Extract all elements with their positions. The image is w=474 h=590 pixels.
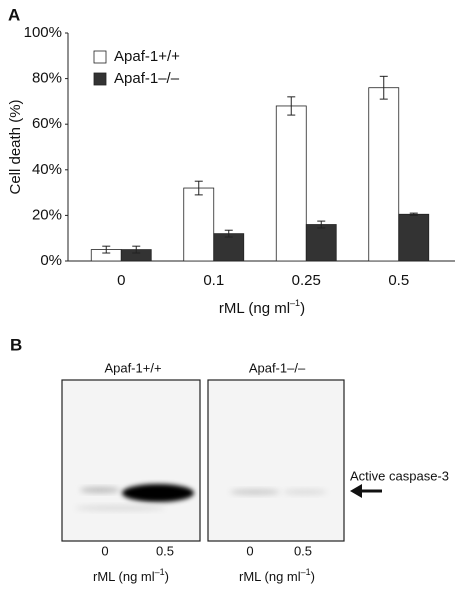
error-bar	[379, 75, 388, 100]
blot-band	[80, 487, 120, 493]
error-bar	[409, 212, 418, 216]
bar	[275, 105, 307, 262]
panel-label: A	[8, 5, 20, 24]
x-tick-label: 0	[117, 272, 125, 289]
blot-frame	[207, 379, 345, 542]
x-axis-label: rML (ng ml–1)	[219, 298, 305, 317]
y-tick-label: 40%	[32, 161, 62, 178]
x-tick-label: 0.25	[292, 272, 321, 289]
y-tick-label: 100%	[24, 24, 62, 41]
y-tick-label: 60%	[32, 115, 62, 132]
arrow-head	[350, 484, 362, 498]
lane-label: 0	[246, 543, 253, 558]
lane-label: 0.5	[156, 543, 174, 558]
bar	[398, 213, 430, 262]
error-bar	[287, 96, 296, 116]
blot-x-label-text: rML (ng ml	[93, 569, 155, 584]
error-bar	[102, 245, 111, 254]
panel-label: B	[10, 335, 22, 354]
legend-label: Apaf-1–/–	[114, 70, 180, 87]
x-tick-label: 0.1	[203, 272, 224, 289]
x-axis-label-end: )	[300, 300, 305, 317]
bar	[305, 224, 337, 262]
blot-band	[230, 489, 280, 495]
bar	[213, 233, 245, 262]
blot-x-label: rML (ng ml–1)	[239, 567, 315, 584]
legend-swatch	[93, 72, 107, 86]
y-tick-label: 20%	[32, 206, 62, 223]
x-axis-label-sup: –1	[290, 298, 300, 308]
blot-x-label-sup: –1	[155, 567, 165, 577]
blot-x-label: rML (ng ml–1)	[93, 567, 169, 584]
blot-x-label-sup: –1	[301, 567, 311, 577]
legend-swatch	[93, 50, 107, 64]
bar	[183, 187, 215, 262]
y-tick-label: 0%	[40, 252, 62, 269]
error-bar	[132, 245, 141, 254]
legend-label: Apaf-1+/+	[114, 48, 180, 65]
blot-band	[283, 489, 327, 495]
blot-x-label-end: )	[311, 569, 315, 584]
lane-label: 0	[101, 543, 108, 558]
blot-title: Apaf-1+/+	[104, 360, 161, 375]
blot-band	[122, 484, 194, 502]
error-bar	[317, 220, 326, 229]
bar	[368, 87, 400, 262]
lane-label: 0.5	[294, 543, 312, 558]
blot-x-label-end: )	[165, 569, 169, 584]
blot-frame	[61, 379, 201, 542]
error-bar	[194, 180, 203, 196]
blot-band	[75, 505, 165, 511]
band-annotation: Active caspase-3	[350, 468, 449, 483]
x-axis-label-text: rML (ng ml	[219, 300, 290, 317]
blot-title: Apaf-1–/–	[249, 360, 306, 375]
error-bar	[224, 229, 233, 238]
y-axis-label: Cell death (%)	[7, 99, 24, 194]
y-tick-label: 80%	[32, 70, 62, 87]
blot-x-label-text: rML (ng ml	[239, 569, 301, 584]
x-tick-label: 0.5	[388, 272, 409, 289]
